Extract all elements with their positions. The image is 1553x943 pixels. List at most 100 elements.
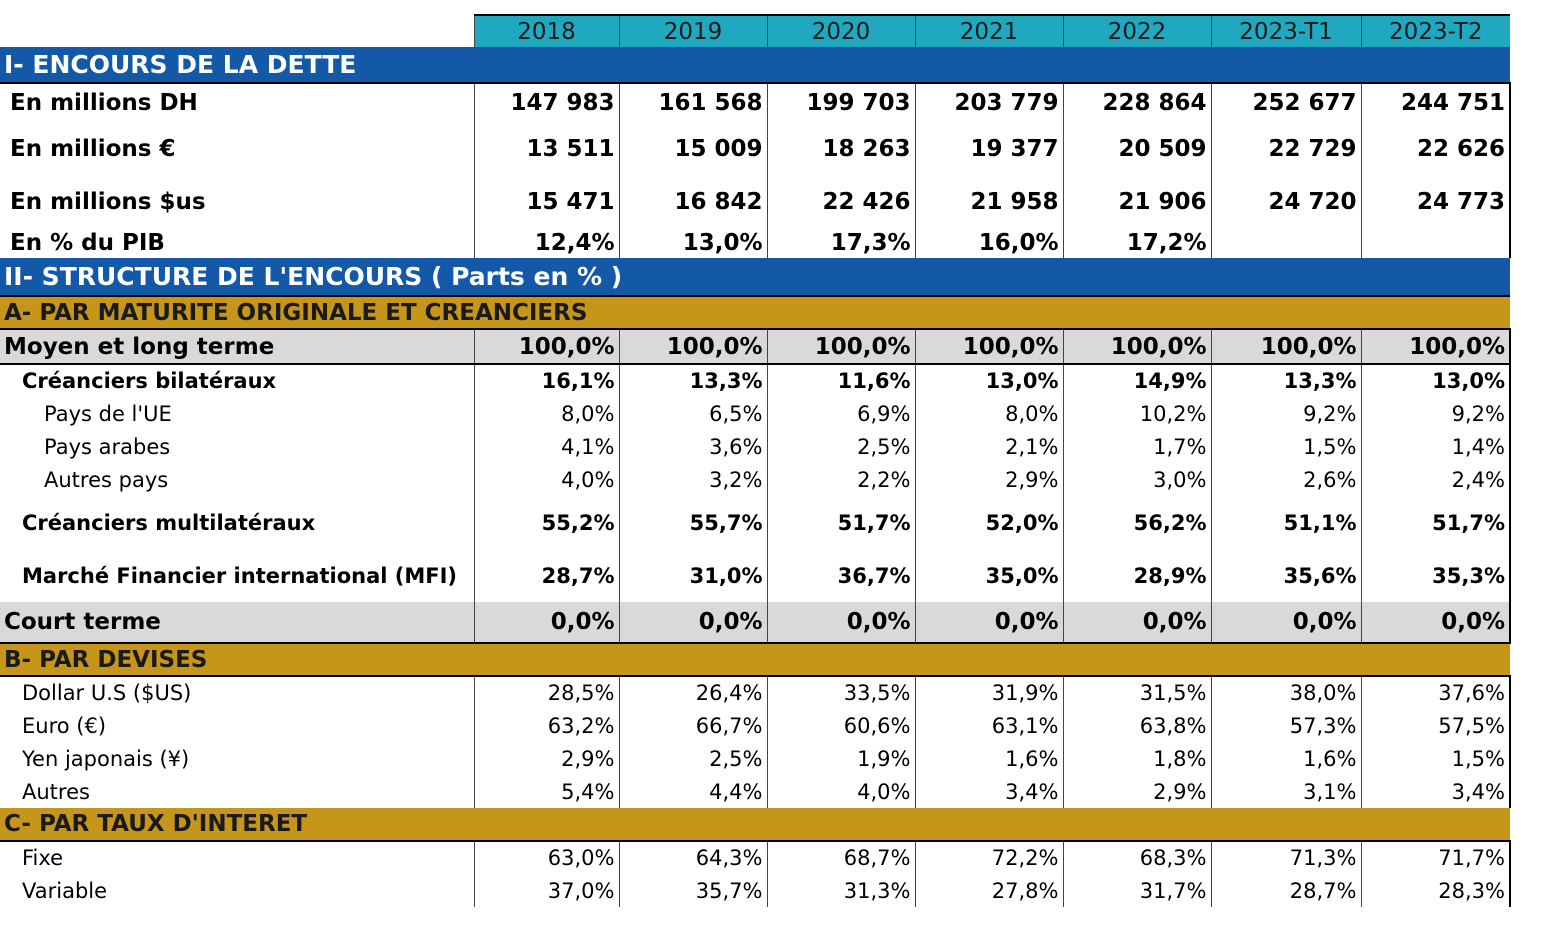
value-cell: 24 720 bbox=[1211, 175, 1362, 228]
value-cell: 3,1% bbox=[1211, 775, 1362, 808]
row-label: Autres pays bbox=[0, 463, 475, 496]
value-cell: 35,6% bbox=[1211, 549, 1362, 602]
value-cell: 6,9% bbox=[767, 397, 916, 430]
value-cell: 4,0% bbox=[474, 463, 620, 496]
table-row: Créanciers bilatéraux 16,1% 13,3% 11,6% 13,0… bbox=[0, 364, 1511, 397]
value-cell: 0,0% bbox=[1063, 602, 1212, 644]
value-cell: 16,0% bbox=[915, 228, 1064, 258]
value-cell: 13,3% bbox=[1211, 364, 1362, 397]
value-cell: 17,2% bbox=[1063, 228, 1212, 258]
value-cell: 252 677 bbox=[1211, 83, 1362, 122]
value-cell: 0,0% bbox=[1361, 602, 1511, 644]
section-title: A- PAR MATURITE ORIGINALE ET CREANCIERS bbox=[0, 296, 1510, 330]
value-cell: 203 779 bbox=[915, 83, 1064, 122]
value-cell: 71,3% bbox=[1211, 841, 1362, 874]
value-cell: 31,5% bbox=[1063, 676, 1212, 709]
value-cell: 22 626 bbox=[1361, 122, 1511, 175]
section-title: II- STRUCTURE DE L'ENCOURS ( Parts en % … bbox=[0, 258, 1510, 297]
value-cell: 4,1% bbox=[474, 430, 620, 463]
table-row: Autres 5,4% 4,4% 4,0% 3,4% 2,9% 3,1% 3,4% bbox=[0, 775, 1511, 808]
value-cell: 55,7% bbox=[619, 496, 768, 549]
value-cell: 13,0% bbox=[619, 228, 768, 258]
row-label: Créanciers multilatéraux bbox=[0, 496, 475, 549]
value-cell: 3,4% bbox=[915, 775, 1064, 808]
value-cell: 36,7% bbox=[767, 549, 916, 602]
table-row: Variable 37,0% 35,7% 31,3% 27,8% 31,7% 28,7% 28… bbox=[0, 874, 1511, 907]
table-row: Moyen et long terme 100,0% 100,0% 100,0% 100… bbox=[0, 329, 1511, 365]
value-cell: 5,4% bbox=[474, 775, 620, 808]
value-cell: 6,5% bbox=[619, 397, 768, 430]
row-label: Fixe bbox=[0, 841, 475, 874]
value-cell: 35,3% bbox=[1361, 549, 1511, 602]
value-cell: 15 471 bbox=[474, 175, 620, 228]
value-cell: 64,3% bbox=[619, 841, 768, 874]
value-cell: 1,6% bbox=[1211, 742, 1362, 775]
section-structure: II- STRUCTURE DE L'ENCOURS ( Parts en % … bbox=[0, 258, 1510, 297]
value-cell: 56,2% bbox=[1063, 496, 1212, 549]
value-cell: 37,6% bbox=[1361, 676, 1511, 709]
value-cell: 0,0% bbox=[767, 602, 916, 644]
value-cell: 72,2% bbox=[915, 841, 1064, 874]
value-cell: 15 009 bbox=[619, 122, 768, 175]
section-title: B- PAR DEVISES bbox=[0, 643, 1510, 677]
value-cell: 13,3% bbox=[619, 364, 768, 397]
value-cell: 21 958 bbox=[915, 175, 1064, 228]
value-cell: 100,0% bbox=[1211, 329, 1362, 365]
value-cell: 63,8% bbox=[1063, 709, 1212, 742]
value-cell: 3,6% bbox=[619, 430, 768, 463]
value-cell: 57,5% bbox=[1361, 709, 1511, 742]
value-cell: 55,2% bbox=[474, 496, 620, 549]
value-cell: 37,0% bbox=[474, 874, 620, 907]
debt-table: 2018 2019 2020 2021 2022 2023-T1 2023-T2… bbox=[0, 14, 1511, 907]
value-cell: 2,5% bbox=[767, 430, 916, 463]
value-cell: 35,7% bbox=[619, 874, 768, 907]
value-cell: 22 729 bbox=[1211, 122, 1362, 175]
value-cell: 38,0% bbox=[1211, 676, 1362, 709]
row-label: Créanciers bilatéraux bbox=[0, 364, 475, 397]
value-cell: 100,0% bbox=[1063, 329, 1212, 365]
table-row: En % du PIB 12,4% 13,0% 17,3% 16,0% 17,2% bbox=[0, 228, 1511, 258]
value-cell: 68,3% bbox=[1063, 841, 1212, 874]
value-cell: 2,9% bbox=[1063, 775, 1212, 808]
value-cell: 3,2% bbox=[619, 463, 768, 496]
table-row: En millions DH 147 983 161 568 199 703 203 7… bbox=[0, 83, 1511, 122]
table-row: Court terme 0,0% 0,0% 0,0% 0,0% 0,0% 0,0% 0,0% bbox=[0, 602, 1511, 644]
value-cell: 8,0% bbox=[915, 397, 1064, 430]
value-cell: 4,0% bbox=[767, 775, 916, 808]
year-header: 2023-T2 bbox=[1360, 14, 1510, 47]
value-cell: 100,0% bbox=[474, 329, 620, 365]
value-cell: 57,3% bbox=[1211, 709, 1362, 742]
value-cell: 51,1% bbox=[1211, 496, 1362, 549]
section-title: I- ENCOURS DE LA DETTE bbox=[0, 47, 1510, 84]
table-row: Marché Financier international (MFI) 28,7… bbox=[0, 549, 1511, 602]
value-cell: 16 842 bbox=[619, 175, 768, 228]
year-header: 2020 bbox=[766, 14, 915, 47]
value-cell: 17,3% bbox=[767, 228, 916, 258]
value-cell: 28,7% bbox=[1211, 874, 1362, 907]
value-cell: 1,6% bbox=[915, 742, 1064, 775]
value-cell: 31,0% bbox=[619, 549, 768, 602]
value-cell: 100,0% bbox=[767, 329, 916, 365]
value-cell: 1,9% bbox=[767, 742, 916, 775]
value-cell: 2,6% bbox=[1211, 463, 1362, 496]
value-cell: 2,9% bbox=[474, 742, 620, 775]
value-cell: 2,5% bbox=[619, 742, 768, 775]
table-row: En millions $us 15 471 16 842 22 426 21 958 2… bbox=[0, 175, 1511, 228]
value-cell: 0,0% bbox=[474, 602, 620, 644]
value-cell: 3,4% bbox=[1361, 775, 1511, 808]
value-cell: 1,7% bbox=[1063, 430, 1212, 463]
value-cell: 2,1% bbox=[915, 430, 1064, 463]
value-cell: 228 864 bbox=[1063, 83, 1212, 122]
row-label: Euro (€) bbox=[0, 709, 475, 742]
value-cell: 2,9% bbox=[915, 463, 1064, 496]
value-cell: 161 568 bbox=[619, 83, 768, 122]
row-label: Moyen et long terme bbox=[0, 329, 475, 365]
value-cell: 1,8% bbox=[1063, 742, 1212, 775]
row-label: En millions € bbox=[0, 122, 475, 175]
value-cell: 33,5% bbox=[767, 676, 916, 709]
row-label: Marché Financier international (MFI) bbox=[0, 549, 475, 602]
table-row: Dollar U.S ($US) 28,5% 26,4% 33,5% 31,9% 31,5… bbox=[0, 676, 1511, 709]
value-cell: 31,7% bbox=[1063, 874, 1212, 907]
section-encours: I- ENCOURS DE LA DETTE bbox=[0, 47, 1510, 84]
row-label: Yen japonais (¥) bbox=[0, 742, 475, 775]
